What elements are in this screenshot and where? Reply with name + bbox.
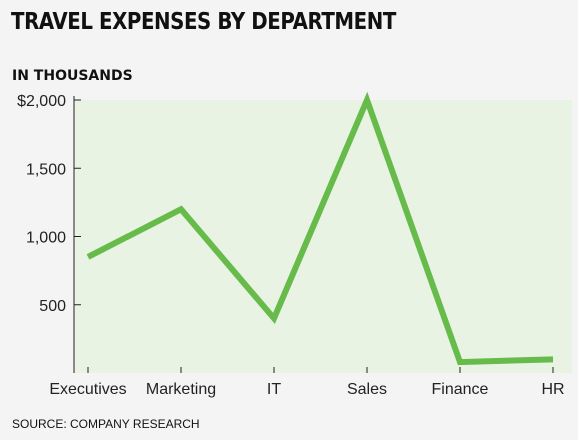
- x-tick-label: Marketing: [146, 381, 216, 398]
- x-tick-label: Sales: [347, 381, 387, 398]
- x-tick-label: Finance: [432, 381, 489, 398]
- line-chart: 500 1,000 1,500 $2,000 Executives Marketing IT…: [17, 91, 565, 398]
- y-tick-label: 500: [39, 298, 66, 315]
- chart-title: TRAVEL EXPENSES BY DEPARTMENT: [11, 9, 396, 35]
- x-tick-label: Executives: [49, 381, 126, 398]
- y-tick-label: 1,500: [26, 161, 66, 178]
- plot-area: [74, 100, 572, 373]
- y-tick-label: 1,000: [26, 230, 66, 247]
- series-line: [86, 91, 554, 366]
- y-tick-label: $2,000: [17, 93, 66, 110]
- x-tick-label: HR: [541, 381, 564, 398]
- source-note: SOURCE: COMPANY RESEARCH: [12, 417, 200, 431]
- x-tick-label: IT: [267, 381, 281, 398]
- chart-subtitle: IN THOUSANDS: [12, 68, 133, 84]
